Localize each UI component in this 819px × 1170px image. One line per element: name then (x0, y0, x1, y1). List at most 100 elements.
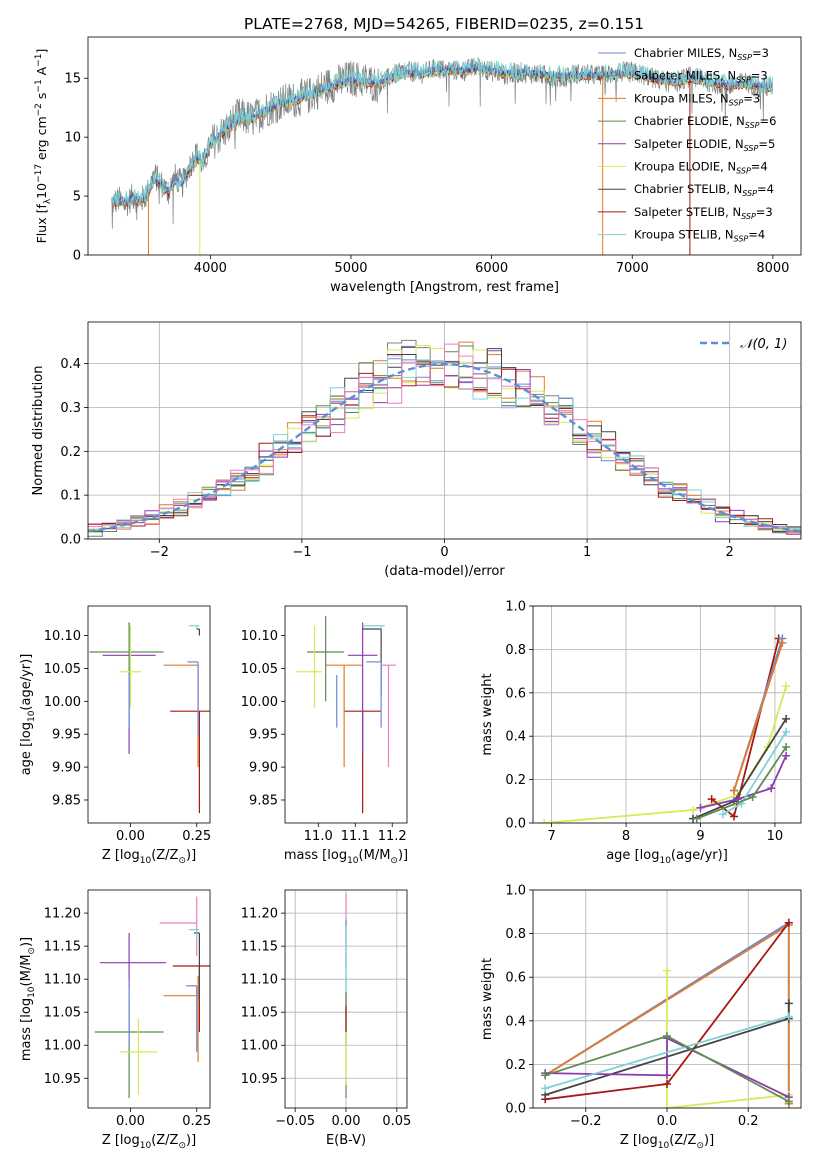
y-tick-label: 0.4 (505, 730, 526, 745)
y-tick-label: 0.4 (60, 357, 81, 372)
error-bar-point (296, 625, 322, 708)
axes-border (87, 605, 211, 824)
weight-series (718, 727, 791, 819)
weight-series (541, 1032, 793, 1106)
weight-marker (663, 1104, 671, 1108)
weight-marker (663, 1071, 671, 1080)
legend-item: Chabrier ELODIE, NSSP=6 (598, 114, 776, 130)
panel-residuals: −2 −1 0 1 2 0.0 0.1 0.2 0.3 0.4 (data-model)/error… (31, 321, 802, 579)
x-axis-label: Z [log10(Z/Z⊙)] (102, 848, 196, 866)
weight-marker (696, 803, 705, 812)
weight-marker (692, 814, 701, 823)
y-axis-label: mass [log10(M/M⊙)] (19, 937, 37, 1061)
legend-label: Kroupa MILES, NSSP=3 (634, 91, 760, 107)
error-bar-point (163, 975, 199, 1062)
weight-marker (782, 727, 791, 736)
axes-border (87, 36, 802, 256)
legend-label: Kroupa ELODIE, NSSP=4 (634, 160, 768, 176)
weight-marker (707, 795, 716, 804)
weight-marker (540, 819, 549, 823)
weight-series (541, 1012, 793, 1093)
error-bar-point (347, 622, 378, 754)
legend-label: Chabrier MILES, NSSP=3 (634, 46, 769, 62)
axes-frame: 4000 5000 6000 7000 8000 0 5 10 15 wavelength [An… (34, 36, 802, 295)
x-tick-label: 1 (583, 545, 591, 560)
weight-series (730, 638, 787, 795)
y-tick-label: 10 (64, 131, 81, 146)
y-tick-label: 0.8 (505, 643, 526, 658)
error-bar-point (187, 661, 199, 735)
legend-item: Salpeter ELODIE, NSSP=5 (598, 137, 775, 153)
axes-border (87, 889, 211, 1109)
error-bar-point (366, 661, 382, 728)
error-bar-point (307, 615, 345, 702)
x-tick-label: 0.2 (738, 1114, 759, 1129)
x-tick-label: 0.25 (182, 1114, 211, 1129)
x-axis-label: mass [log10(M/M⊙)] (284, 848, 408, 866)
y-axis-label: Flux [fλ10−17 erg cm−2 s−1 A−1] (34, 49, 53, 244)
axes-border (284, 605, 408, 824)
x-tick-label: 11.0 (304, 829, 333, 844)
y-tick-label: 9.90 (52, 761, 81, 776)
y-tick-label: 11.05 (44, 1006, 81, 1021)
y-tick-label: 0 (73, 249, 81, 264)
x-axis-label: age [log10(age/yr)] (606, 848, 728, 866)
x-axis-label: Z [log10(Z/Z⊙)] (102, 1133, 196, 1151)
weight-marker (782, 714, 791, 723)
x-tick-label: 4000 (194, 261, 227, 276)
weight-marker (663, 966, 671, 975)
panel-mass_vs_Z: 0.00 0.25 10.95 11.00 11.05 11.10 11.15 11.20 Z … (19, 889, 211, 1151)
weight-marker (784, 999, 793, 1008)
y-tick-label: 10.95 (241, 1072, 278, 1087)
x-tick-label: −2 (150, 545, 169, 560)
weight-line (545, 1036, 790, 1098)
x-tick-label: 11.1 (341, 829, 370, 844)
x-tick-label: 7000 (616, 261, 649, 276)
y-axis-label: age [log10(age/yr)] (19, 654, 37, 776)
normal-curve (88, 362, 801, 533)
legend-label: Salpeter MILES, NSSP=3 (634, 69, 768, 85)
legend-item: Kroupa STELIB, NSSP=4 (598, 228, 765, 244)
y-tick-label: 11.10 (44, 973, 81, 988)
y-axis-label: mass weight (480, 673, 495, 755)
x-tick-label: 11.2 (378, 829, 407, 844)
error-bar-point (381, 664, 396, 768)
y-tick-label: 10.00 (241, 695, 278, 710)
y-tick-label: 11.05 (241, 1006, 278, 1021)
weight-line (544, 1015, 790, 1090)
y-tick-label: 10.05 (44, 662, 81, 677)
y-tick-label: 0.3 (60, 401, 81, 416)
y-axis-label: mass weight (480, 958, 495, 1040)
legend-item: Kroupa MILES, NSSP=3 (598, 91, 760, 107)
legend-label: Salpeter STELIB, NSSP=3 (634, 205, 773, 221)
weight-marker (541, 1071, 550, 1080)
error-bar-point (188, 929, 200, 943)
y-tick-label: 0.4 (505, 1014, 526, 1029)
panel-weight_vs_age: 7 8 9 10 0.0 0.2 0.4 0.6 0.8 1.0 mass weight age [l… (480, 600, 802, 866)
x-tick-label: 9 (696, 829, 704, 844)
weight-marker (541, 1084, 550, 1093)
y-tick-label: 11.20 (241, 907, 278, 922)
weight-marker (718, 810, 727, 819)
weight-series (541, 918, 793, 1104)
y-tick-label: 10.00 (44, 695, 81, 710)
axes-frame: −0.2 0.0 0.2 0.0 0.2 0.4 0.6 0.8 1.0 mass weight Z… (480, 884, 802, 1151)
model-spectrum (111, 57, 774, 210)
y-tick-label: 11.15 (44, 940, 81, 955)
y-tick-label: 9.90 (249, 761, 278, 776)
weight-marker (778, 638, 787, 647)
x-tick-label: 10 (767, 829, 784, 844)
plot-area (540, 634, 791, 823)
weight-marker (782, 751, 791, 760)
panel-age_vs_Z: 0.00 0.25 9.85 9.90 9.95 10.00 10.05 10.10 Z [lo… (19, 605, 211, 866)
weight-marker (733, 795, 742, 804)
legend-item: Salpeter STELIB, NSSP=3 (598, 205, 773, 221)
y-tick-label: 0.0 (505, 817, 526, 832)
weight-marker (663, 1080, 671, 1089)
error-bar-point (159, 896, 198, 957)
axes-border (532, 605, 802, 824)
y-axis-label: Normed distribution (31, 366, 46, 496)
x-tick-label: 6000 (475, 261, 508, 276)
y-tick-label: 9.85 (52, 793, 81, 808)
